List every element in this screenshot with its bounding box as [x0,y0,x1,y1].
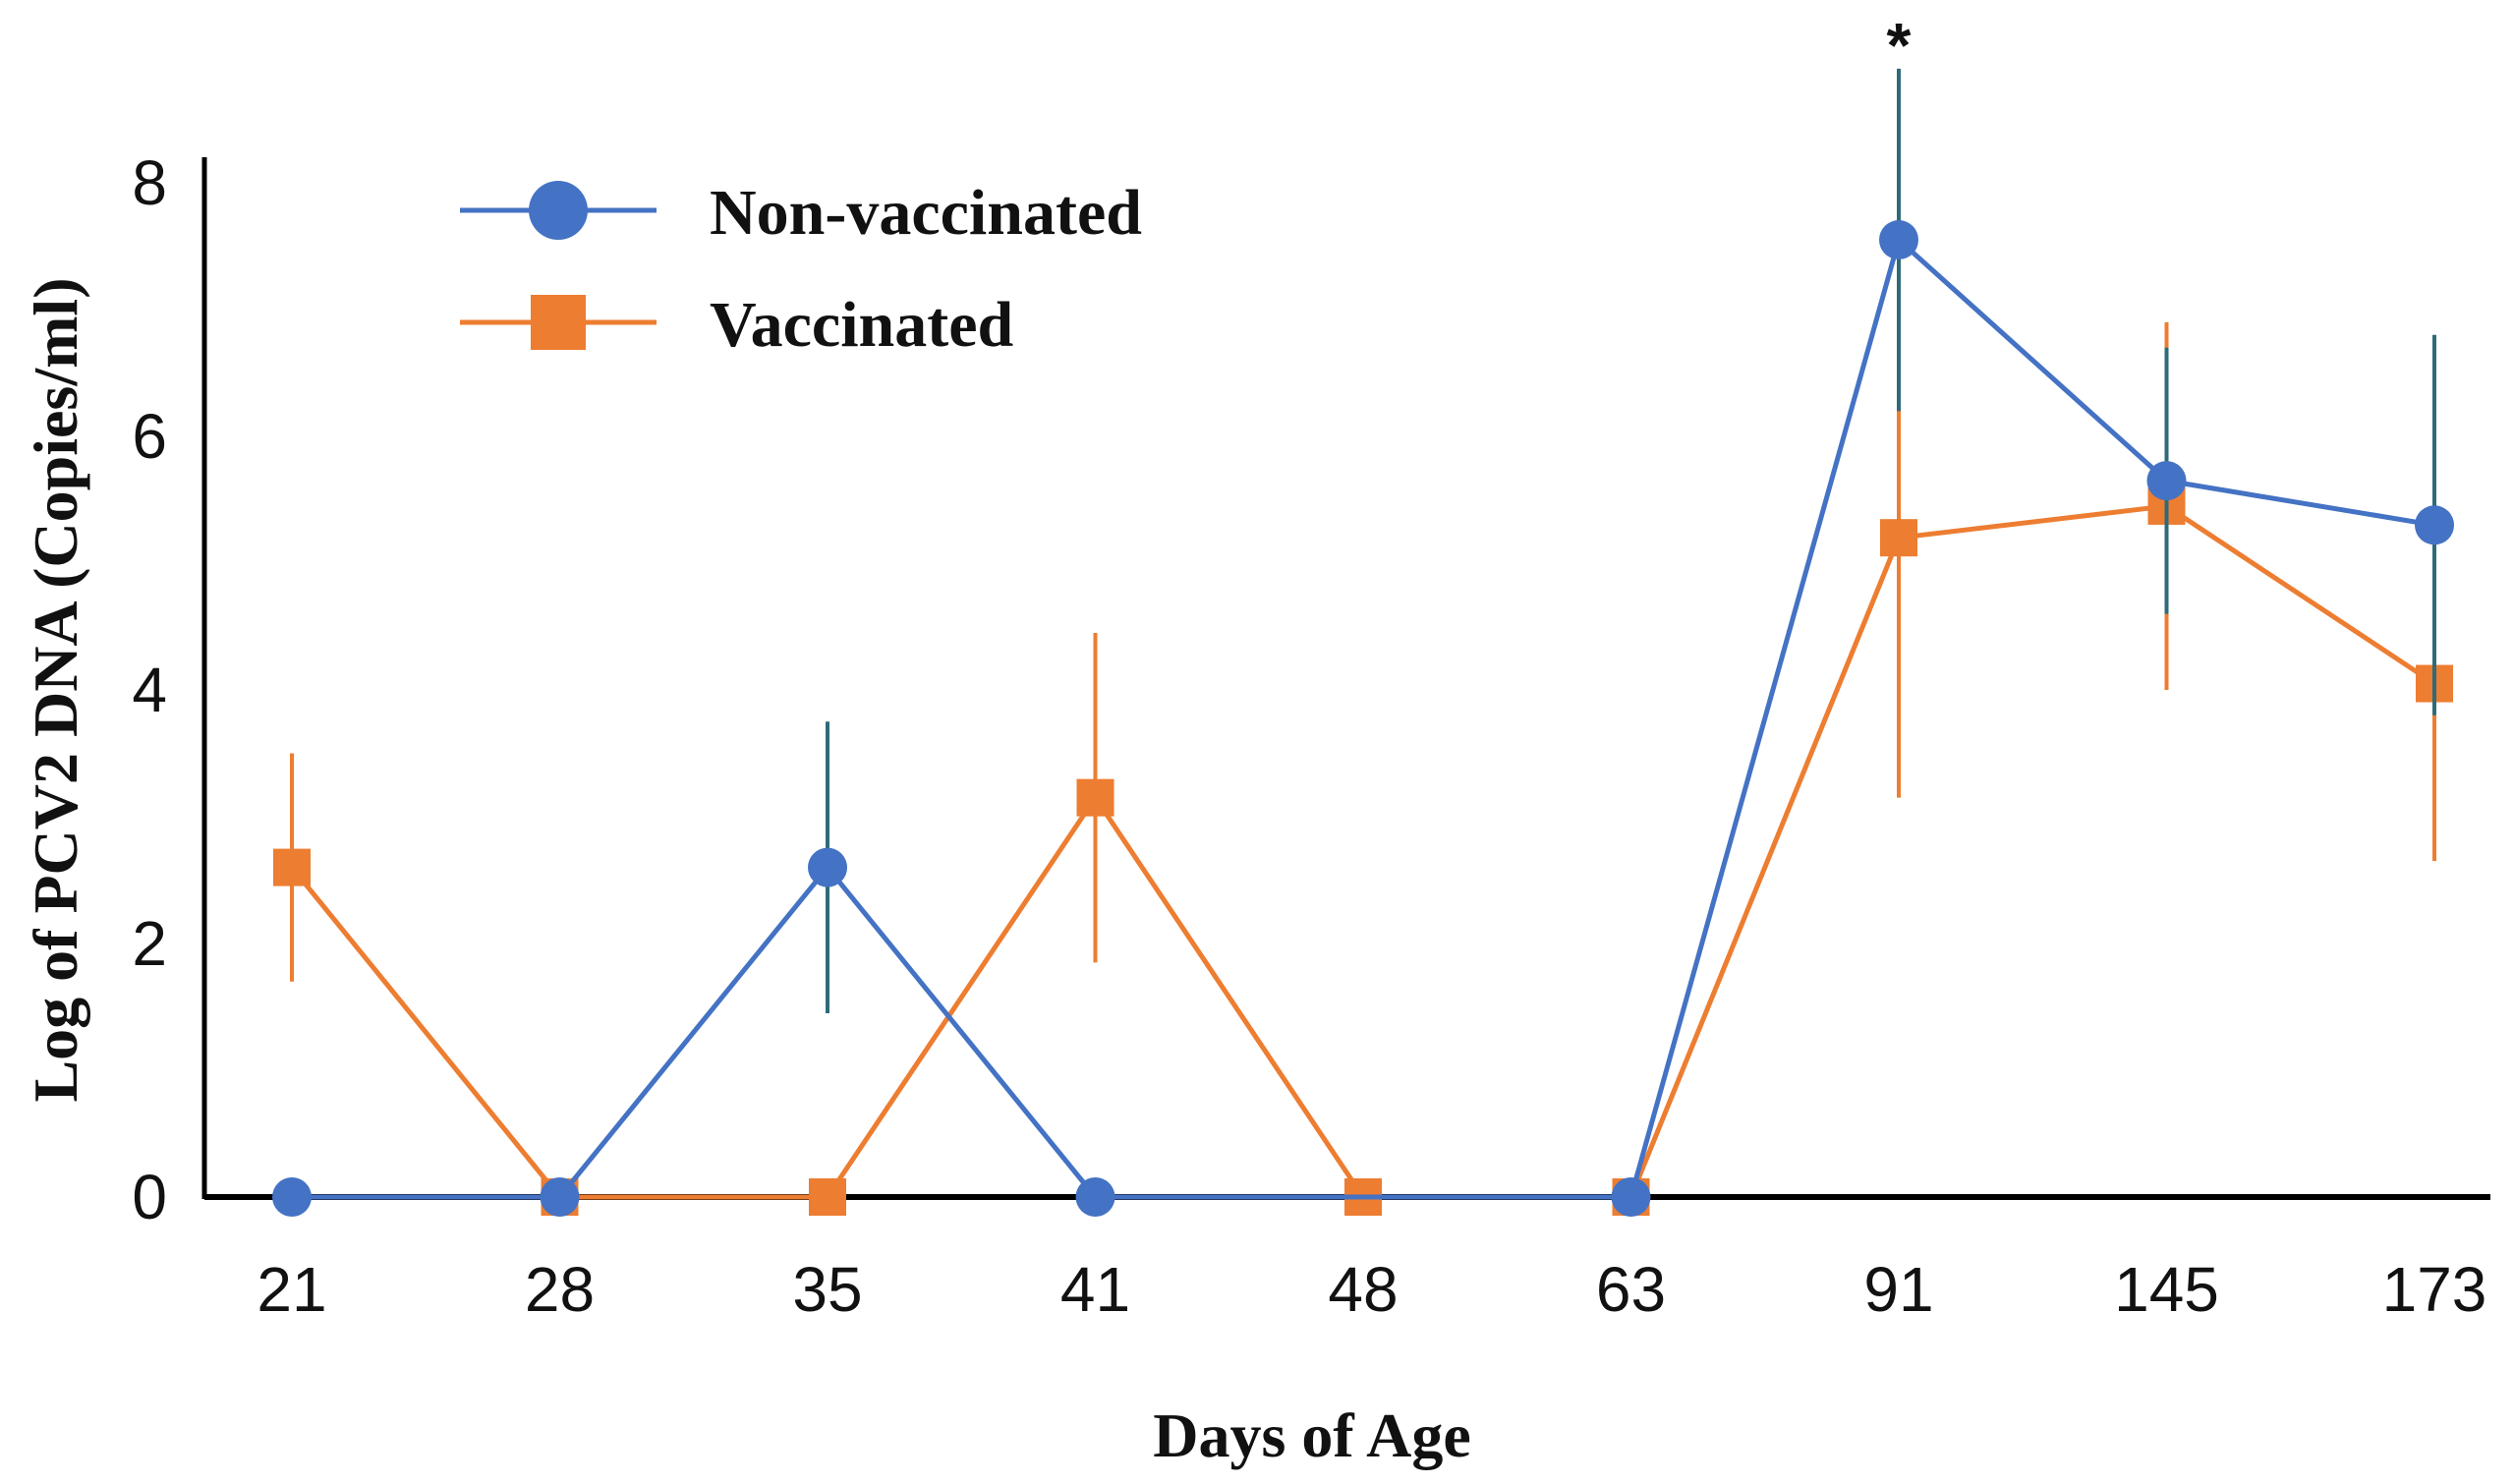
legend-marker-vaccinated [531,295,586,350]
x-tick-label-21: 21 [257,1254,326,1325]
data-point-non-vaccinated-35 [808,847,847,887]
legend-label-vaccinated: Vaccinated [710,289,1013,361]
data-point-vaccinated-21 [273,848,311,886]
series-layer [272,68,2454,1217]
data-point-non-vaccinated-145 [2146,461,2187,501]
data-point-non-vaccinated-41 [1075,1177,1115,1217]
data-point-non-vaccinated-21 [272,1177,312,1217]
y-tick-label-0: 0 [132,1162,167,1232]
annotations: * [1887,10,1912,81]
x-tick-label-63: 63 [1596,1254,1666,1325]
series-line-vaccinated [290,503,2436,1200]
x-tick-label-145: 145 [2114,1254,2219,1325]
y-tick-labels: 0 2 4 6 8 [132,147,167,1232]
significance-marker-91: * [1887,10,1912,81]
data-point-non-vaccinated-173 [2415,505,2454,545]
data-point-vaccinated-91 [1880,519,1917,557]
x-tick-label-35: 35 [792,1254,862,1325]
data-point-vaccinated-41 [1076,778,1114,817]
y-tick-label-8: 8 [132,147,167,218]
legend: Non-vaccinated Vaccinated [460,177,1142,361]
x-tick-labels: 21 28 35 41 48 63 91 145 173 [257,1254,2486,1325]
x-tick-label-91: 91 [1863,1254,1933,1325]
series-non-vaccinated [272,68,2454,1217]
y-tick-label-6: 6 [132,401,167,472]
x-tick-label-41: 41 [1060,1254,1130,1325]
y-tick-label-4: 4 [132,655,167,725]
series-line-non-vaccinated [292,237,2435,1200]
x-tick-label-173: 173 [2382,1254,2487,1325]
series-vaccinated [273,277,2453,1216]
data-point-non-vaccinated-28 [540,1177,580,1217]
y-axis-title: Log of PCV2 DNA (Copies/ml) [21,277,90,1102]
data-point-non-vaccinated-63 [1611,1177,1651,1217]
data-point-vaccinated-35 [809,1178,846,1216]
x-axis-title: Days of Age [1153,1400,1471,1470]
legend-label-non-vaccinated: Non-vaccinated [710,177,1142,249]
x-tick-label-48: 48 [1328,1254,1398,1325]
x-tick-label-28: 28 [525,1254,595,1325]
legend-marker-non-vaccinated [529,181,588,240]
y-tick-label-2: 2 [132,908,167,979]
data-point-non-vaccinated-91 [1879,220,1918,260]
